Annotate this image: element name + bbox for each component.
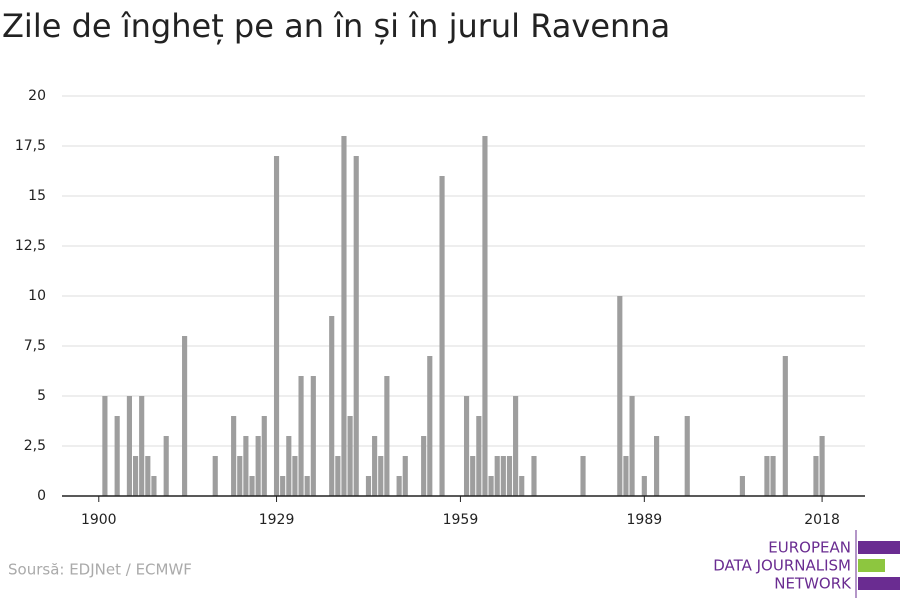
bar — [623, 456, 629, 496]
bar — [439, 176, 445, 496]
bar — [500, 456, 506, 496]
bar — [580, 456, 586, 496]
logo-bar — [858, 541, 900, 554]
logo-bar — [858, 559, 885, 572]
logo: EUROPEAN DATA JOURNALISM NETWORK — [713, 530, 900, 598]
y-tick-label: 12,5 — [15, 238, 46, 254]
bar — [782, 356, 788, 496]
source: Soursă: EDJNet / ECMWF — [8, 561, 192, 579]
logo-text: EUROPEAN — [768, 539, 851, 557]
bar — [494, 456, 500, 496]
bar — [770, 456, 776, 496]
bar — [231, 416, 237, 496]
x-tick-label: 2018 — [804, 512, 840, 528]
bar — [102, 396, 108, 496]
y-tick-label: 17,5 — [15, 138, 46, 154]
bar — [378, 456, 384, 496]
bar — [249, 476, 255, 496]
bar — [212, 456, 218, 496]
bar — [488, 476, 494, 496]
bar — [237, 456, 243, 496]
bar — [280, 476, 286, 496]
logo-text: NETWORK — [774, 575, 852, 593]
bar — [114, 416, 120, 496]
bar — [476, 416, 482, 496]
x-tick-label: 1989 — [627, 512, 663, 528]
bar — [427, 356, 433, 496]
bar — [684, 416, 690, 496]
bar — [372, 436, 378, 496]
bar — [396, 476, 402, 496]
bar — [421, 436, 427, 496]
y-tick-label: 20 — [28, 88, 46, 104]
bar — [151, 476, 157, 496]
bar — [347, 416, 353, 496]
bar — [286, 436, 292, 496]
bar — [531, 456, 537, 496]
bar — [182, 336, 188, 496]
bar — [243, 436, 249, 496]
bar — [298, 376, 304, 496]
y-tick-label: 0 — [37, 488, 46, 504]
bar — [310, 376, 316, 496]
x-tick-label: 1900 — [81, 512, 117, 528]
bar — [304, 476, 310, 496]
logo-text: DATA JOURNALISM — [713, 557, 851, 575]
bar — [273, 156, 280, 496]
bar — [617, 296, 623, 496]
chart-title: Zile de îngheț pe an în și în jurul Rave… — [2, 7, 670, 45]
bar — [813, 456, 819, 496]
bar — [629, 396, 635, 496]
y-tick-label: 7,5 — [24, 338, 46, 354]
bar — [519, 476, 525, 496]
bar — [641, 476, 647, 496]
bar — [139, 396, 145, 496]
y-tick-label: 10 — [28, 288, 46, 304]
bar — [163, 436, 169, 496]
bar — [470, 456, 476, 496]
bar — [126, 396, 133, 496]
x-tick-label: 1959 — [443, 512, 479, 528]
bar — [463, 396, 470, 496]
bar — [329, 316, 335, 496]
bar — [353, 156, 359, 496]
bar — [819, 436, 825, 496]
x-tick-label: 1929 — [259, 512, 295, 528]
bar — [506, 456, 513, 496]
bar — [255, 436, 261, 496]
bar — [654, 436, 660, 496]
y-tick-label: 2,5 — [24, 438, 46, 454]
bar — [764, 456, 770, 496]
bar — [341, 136, 347, 496]
bar — [739, 476, 745, 496]
bar — [482, 136, 488, 496]
y-tick-label: 5 — [37, 388, 46, 404]
logo-bar — [858, 577, 900, 590]
bar — [132, 456, 139, 496]
bar — [335, 456, 341, 496]
bar — [402, 456, 408, 496]
bar — [261, 416, 267, 496]
bar — [145, 456, 151, 496]
bar — [365, 476, 372, 496]
bar — [384, 376, 390, 496]
y-tick-label: 15 — [28, 188, 46, 204]
bar — [513, 396, 519, 496]
bar — [292, 456, 298, 496]
